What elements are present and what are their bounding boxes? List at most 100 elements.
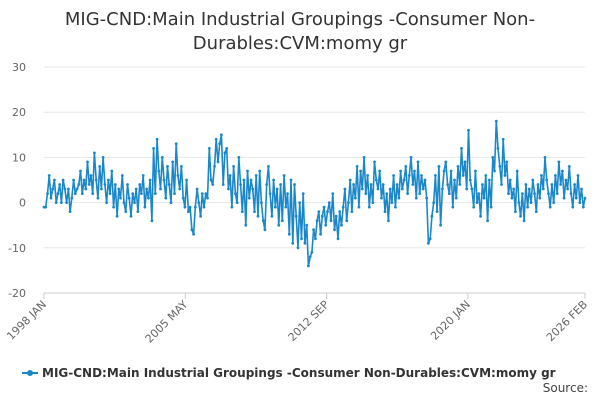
data-point — [129, 214, 133, 218]
data-point — [65, 201, 68, 205]
data-point — [103, 183, 107, 186]
data-point — [338, 210, 342, 214]
data-point — [242, 178, 246, 182]
data-point — [267, 165, 270, 168]
data-point — [237, 156, 241, 159]
data-point — [117, 187, 121, 191]
data-point — [167, 183, 171, 186]
data-point — [286, 192, 289, 196]
data-point — [350, 210, 354, 214]
data-point — [567, 165, 571, 168]
data-point — [94, 178, 98, 182]
data-point — [296, 246, 300, 250]
data-point — [453, 178, 456, 182]
data-point — [277, 223, 281, 227]
data-point — [472, 205, 476, 209]
data-point — [486, 219, 489, 223]
data-point — [249, 178, 253, 182]
data-point — [475, 201, 479, 205]
data-point — [331, 192, 335, 196]
data-point — [246, 169, 249, 173]
data-point — [569, 192, 573, 196]
data-point — [409, 156, 413, 159]
data-point — [79, 169, 82, 173]
data-point — [44, 205, 48, 209]
y-tick-label: 10 — [12, 151, 26, 164]
data-point — [56, 192, 60, 196]
data-point — [75, 187, 79, 191]
legend-item[interactable]: MIG-CND:Main Industrial Groupings -Consu… — [22, 364, 556, 382]
data-point — [474, 169, 477, 173]
data-point — [484, 174, 488, 177]
data-point — [192, 232, 196, 236]
y-tick-label: -10 — [8, 242, 26, 255]
data-point — [204, 192, 208, 196]
data-point — [46, 192, 49, 196]
data-point — [190, 228, 194, 232]
data-point — [202, 205, 206, 209]
data-point — [394, 205, 397, 209]
y-tick-label: 30 — [12, 61, 26, 74]
data-point — [221, 183, 225, 186]
data-point — [367, 205, 371, 209]
data-point — [536, 183, 540, 186]
data-point — [54, 201, 58, 205]
data-point — [345, 219, 349, 223]
data-point — [108, 192, 112, 196]
x-tick-label: 2005 MAY — [143, 298, 191, 346]
data-point — [524, 183, 528, 186]
data-point — [185, 178, 189, 182]
series-line-group — [42, 119, 587, 268]
data-point — [496, 147, 500, 150]
data-point — [187, 210, 190, 214]
data-point — [280, 219, 284, 223]
data-point — [86, 160, 89, 164]
data-point — [150, 219, 154, 223]
data-point — [315, 219, 319, 223]
data-point — [294, 214, 298, 218]
data-point — [432, 201, 436, 205]
data-point — [522, 219, 526, 223]
data-point — [225, 147, 229, 150]
data-point — [519, 214, 522, 218]
data-point — [244, 223, 248, 227]
data-point — [145, 187, 149, 191]
data-point — [449, 169, 453, 173]
data-point — [534, 210, 538, 214]
chart-title-line-1: MIG-CND:Main Industrial Groupings -Consu… — [64, 9, 536, 30]
data-point — [68, 210, 72, 214]
data-point — [456, 165, 460, 168]
data-point — [390, 201, 394, 205]
data-point — [96, 196, 100, 200]
data-point — [574, 196, 578, 200]
legend-label: MIG-CND:Main Industrial Groupings -Consu… — [42, 366, 556, 380]
data-point — [181, 196, 185, 200]
data-point — [460, 147, 463, 150]
data-point — [498, 165, 502, 168]
data-point — [442, 169, 446, 173]
data-point — [416, 160, 420, 164]
data-point — [373, 160, 376, 164]
data-point — [411, 183, 415, 186]
data-point — [143, 205, 147, 209]
data-point — [491, 156, 495, 159]
data-point — [407, 174, 411, 177]
data-point — [378, 169, 382, 173]
data-point — [383, 210, 387, 214]
data-point — [230, 205, 234, 209]
data-point — [580, 187, 583, 191]
data-point — [110, 169, 114, 173]
data-point — [307, 264, 310, 268]
data-point — [494, 119, 498, 123]
data-point — [371, 201, 375, 205]
data-point — [333, 228, 336, 232]
data-point — [87, 183, 91, 186]
data-point — [576, 174, 580, 177]
data-point — [320, 214, 324, 218]
data-point — [180, 165, 183, 168]
data-point — [557, 160, 561, 164]
data-point — [178, 187, 182, 191]
data-point — [526, 205, 529, 209]
data-point — [399, 169, 402, 173]
data-point — [188, 205, 192, 209]
